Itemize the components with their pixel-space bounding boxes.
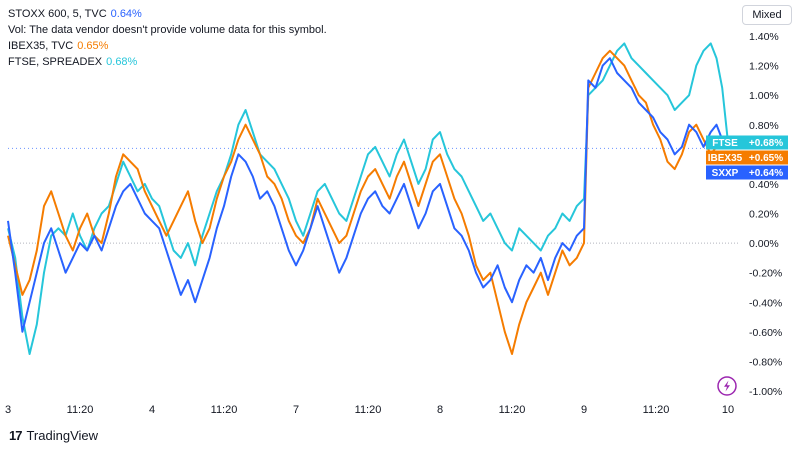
x-tick-label: 11:20 (211, 404, 238, 416)
series-tag-value: +0.68% (749, 138, 783, 149)
y-tick-label: -0.80% (749, 356, 782, 368)
x-tick-label: 11:20 (499, 404, 526, 416)
series-tag-bg (706, 150, 744, 165)
series-line-ftse[interactable] (7, 42, 729, 355)
x-tick-label: 11:20 (67, 404, 94, 416)
series-tag-name: IBEX35 (708, 153, 743, 164)
legend-label: FTSE, SPREADEX (8, 56, 103, 68)
legend-value: 0.65% (77, 40, 109, 52)
x-tick-label: 11:20 (355, 404, 382, 416)
legend-label: STOXX 600, 5, TVC (8, 8, 107, 20)
y-tick-label: -0.20% (749, 268, 782, 280)
x-axis: 3 11:20 4 11:20 7 11:20 8 11:20 9 11:20 10 (5, 404, 734, 416)
x-tick-label: 7 (293, 404, 299, 416)
series-tag-value-bg (744, 165, 788, 180)
legend-row-volume: Vol: The data vendor doesn't provide vol… (8, 22, 327, 38)
x-tick-label: 10 (722, 404, 734, 416)
y-tick-label: 1.00% (749, 90, 779, 102)
x-tick-label: 11:20 (643, 404, 670, 416)
legend-value: 0.64% (110, 8, 142, 20)
x-tick-label: 3 (5, 404, 11, 416)
series-layer (7, 42, 729, 355)
series-tag-value-bg (744, 150, 788, 165)
x-tick-label: 9 (581, 404, 587, 416)
series-line-ibex35[interactable] (7, 49, 729, 355)
lightning-icon[interactable] (717, 376, 737, 396)
x-tick-label: 8 (437, 404, 443, 416)
y-tick-label: 1.40% (749, 31, 779, 43)
series-tag-name: SXXP (712, 168, 739, 179)
series-tag-value: +0.65% (749, 153, 783, 164)
series-line-sxxp[interactable] (7, 57, 729, 333)
y-tick-label: 0.00% (749, 238, 779, 250)
y-tick-label: -1.00% (749, 386, 782, 398)
legend-row-ibex[interactable]: IBEX35, TVC 0.65% (8, 38, 327, 54)
series-tag-value: +0.64% (749, 168, 783, 179)
legend: STOXX 600, 5, TVC 0.64% Vol: The data ven… (8, 6, 327, 70)
scale-mode-button[interactable]: Mixed (742, 5, 792, 25)
legend-label: IBEX35, TVC (8, 40, 74, 52)
last-value-tag-sxxp: SXXP +0.64% (706, 165, 788, 180)
y-tick-label: 1.20% (749, 61, 779, 73)
y-tick-label: 0.40% (749, 179, 779, 191)
grid-layer (8, 147, 738, 244)
legend-row-stoxx[interactable]: STOXX 600, 5, TVC 0.64% (8, 6, 327, 22)
legend-label: Vol: The data vendor doesn't provide vol… (8, 24, 327, 36)
y-tick-label: 0.80% (749, 120, 779, 132)
legend-value: 0.68% (106, 56, 138, 68)
tradingview-logo-icon: 17 (9, 428, 23, 443)
last-value-tag-ftse: FTSE +0.68% (706, 135, 788, 150)
y-tick-label: 0.20% (749, 209, 779, 221)
brand[interactable]: 17 TradingView (9, 428, 98, 443)
y-tick-label: -0.40% (749, 297, 782, 309)
y-axis: 1.40%1.20%1.00%0.80%0.60%0.40%0.20%0.00%… (749, 31, 782, 398)
brand-name: TradingView (26, 428, 99, 443)
last-value-tag-ibex35: IBEX35 +0.65% (706, 150, 788, 165)
series-tag-value-bg (744, 135, 788, 150)
series-tag-name: FTSE (712, 138, 738, 149)
x-tick-label: 4 (149, 404, 155, 416)
legend-row-ftse[interactable]: FTSE, SPREADEX 0.68% (8, 54, 327, 70)
y-tick-label: -0.60% (749, 327, 782, 339)
series-tag-bg (706, 165, 744, 180)
last-value-tags: FTSE +0.68% IBEX35 +0.65% SXXP +0.64% (706, 135, 788, 180)
series-tag-bg (706, 135, 744, 150)
